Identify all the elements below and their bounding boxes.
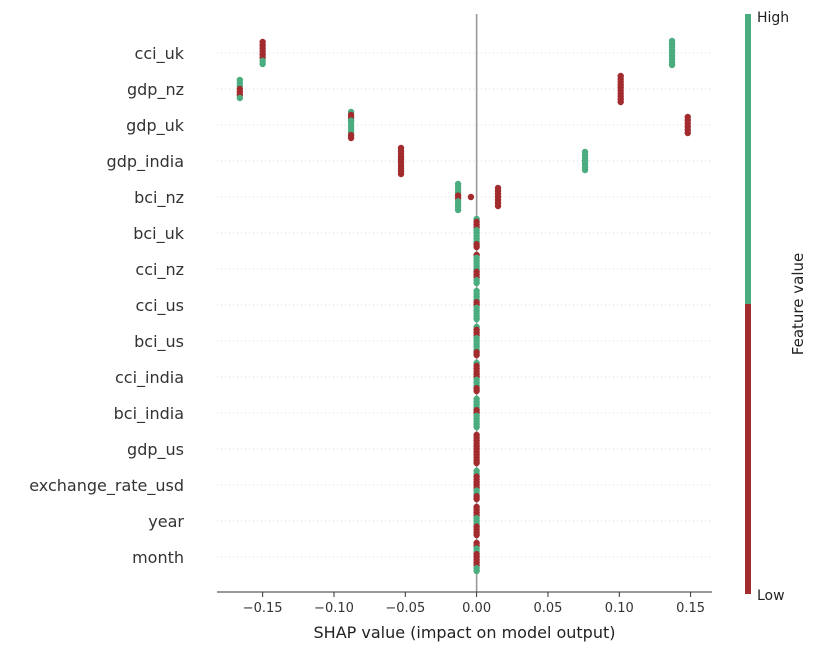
x-axis-label: SHAP value (impact on model output) xyxy=(314,623,616,642)
feature-label-gdp_us: gdp_us xyxy=(127,440,184,460)
data-point xyxy=(684,129,691,137)
feature-label-gdp_uk: gdp_uk xyxy=(126,116,185,136)
x-tick-label: −0.10 xyxy=(314,601,354,616)
point-cluster-bci_us-0 xyxy=(473,323,480,359)
feature-label-gdp_nz: gdp_nz xyxy=(127,80,184,100)
data-point xyxy=(467,193,475,201)
point-cluster-cci_us-0 xyxy=(473,287,480,323)
point-cluster-month-0 xyxy=(473,539,480,575)
data-point xyxy=(617,98,624,106)
data-point xyxy=(473,459,480,467)
feature-label-bci_india: bci_india xyxy=(114,404,184,424)
x-tick-label: −0.05 xyxy=(385,601,425,616)
feature-label-month: month xyxy=(132,548,184,567)
data-point xyxy=(668,61,676,69)
point-cluster-bci_nz-2 xyxy=(494,184,502,210)
point-cluster-gdp_nz-0 xyxy=(236,76,244,102)
data-point xyxy=(473,531,480,539)
feature-label-bci_uk: bci_uk xyxy=(133,224,185,244)
data-point xyxy=(581,166,589,174)
point-cluster-bci_uk-0 xyxy=(473,215,480,251)
point-cluster-exchange_rate_usd-0 xyxy=(473,467,480,503)
point-cluster-bci_nz-0 xyxy=(454,180,462,214)
point-cluster-bci_nz-1 xyxy=(467,193,475,201)
point-cluster-cci_uk-1 xyxy=(668,37,676,69)
feature-label-bci_us: bci_us xyxy=(134,332,184,352)
colorbar xyxy=(745,14,751,594)
point-cluster-gdp_uk-0 xyxy=(347,108,355,142)
data-point xyxy=(347,134,355,142)
point-cluster-cci_india-0 xyxy=(473,359,480,395)
data-point xyxy=(397,170,405,178)
point-cluster-bci_india-0 xyxy=(473,395,480,431)
data-point xyxy=(454,206,462,214)
feature-label-gdp_india: gdp_india xyxy=(107,152,184,172)
point-cluster-gdp_india-1 xyxy=(581,148,589,174)
point-cluster-cci_uk-0 xyxy=(259,38,266,68)
feature-label-cci_uk: cci_uk xyxy=(135,44,185,64)
point-cluster-cci_nz-0 xyxy=(473,251,480,287)
x-axis-ticks: −0.15 −0.10 −0.05 0.00 0.05 0.10 0.15 xyxy=(243,592,705,616)
x-tick-label: 0.05 xyxy=(533,601,562,616)
feature-label-cci_india: cci_india xyxy=(115,368,184,388)
point-cluster-gdp_us-0 xyxy=(473,431,480,467)
data-point xyxy=(473,495,480,503)
point-cluster-gdp_nz-1 xyxy=(617,72,624,106)
data-point xyxy=(473,315,480,323)
data-point xyxy=(473,243,480,251)
data-point xyxy=(236,94,244,102)
feature-label-cci_nz: cci_nz xyxy=(135,260,184,280)
x-tick-label: 0.15 xyxy=(676,601,705,616)
row-guide-lines xyxy=(217,52,712,558)
colorbar-high-label: High xyxy=(757,10,789,26)
feature-label-exchange_rate_usd: exchange_rate_usd xyxy=(29,476,184,496)
data-point xyxy=(473,279,480,287)
point-cluster-gdp_india-0 xyxy=(397,144,405,178)
x-tick-label: 0.10 xyxy=(605,601,634,616)
point-cluster-year-0 xyxy=(473,503,480,539)
colorbar-title: Feature value xyxy=(789,253,807,355)
feature-label-year: year xyxy=(148,512,184,531)
feature-labels: cci_uk gdp_nz gdp_uk gdp_india bci_nz bci_ukc… xyxy=(29,44,185,567)
data-point xyxy=(259,60,266,68)
data-point xyxy=(473,423,480,431)
colorbar-low-label: Low xyxy=(757,588,785,604)
feature-label-cci_us: cci_us xyxy=(135,296,184,316)
data-point xyxy=(494,202,502,210)
data-point xyxy=(473,351,480,359)
data-point xyxy=(473,567,480,575)
x-tick-label: −0.15 xyxy=(243,601,283,616)
x-tick-label: 0.00 xyxy=(462,601,491,616)
feature-label-bci_nz: bci_nz xyxy=(134,188,184,208)
data-points xyxy=(236,37,691,575)
point-cluster-gdp_uk-1 xyxy=(684,113,691,137)
data-point xyxy=(473,387,480,395)
